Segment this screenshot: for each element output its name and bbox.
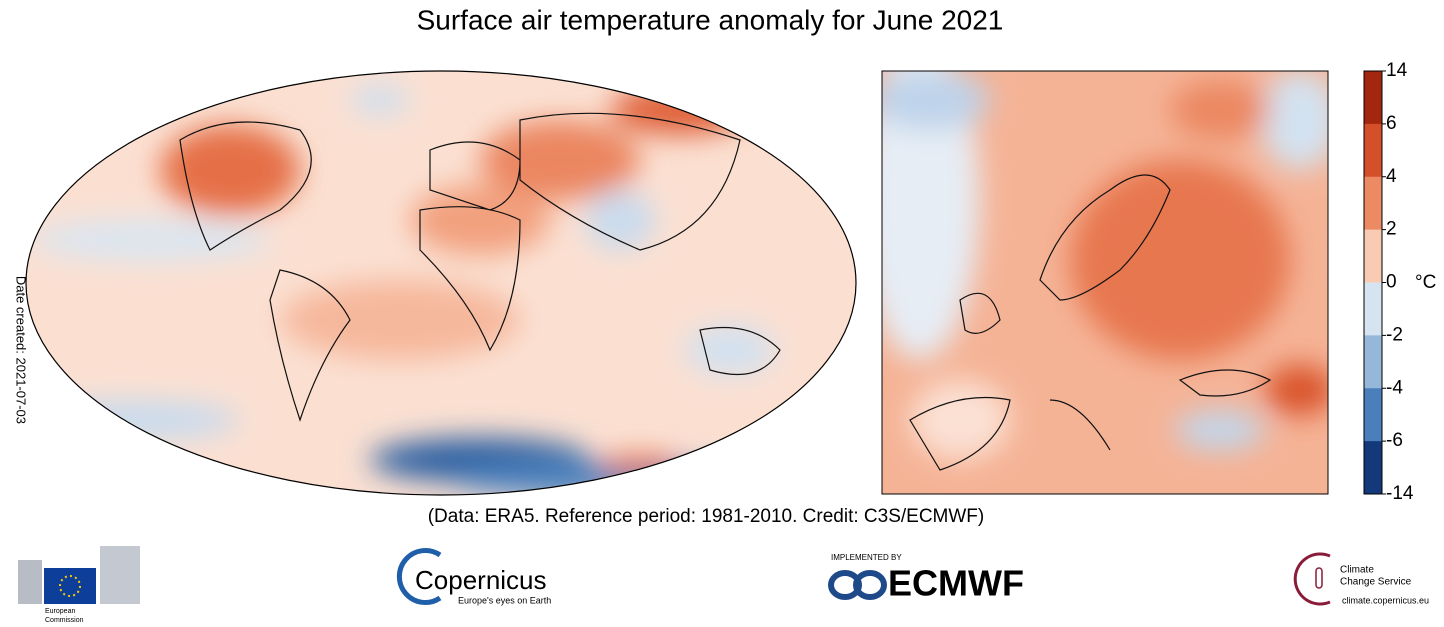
copernicus-text: Copernicus (415, 565, 547, 595)
date-created: Date created: 2021-07-03 (14, 276, 29, 424)
colorbar-segment (1364, 441, 1382, 495)
copernicus-logo: Copernicus Europe's eyes on Earth (396, 548, 551, 605)
c3s-text: Change Service (1340, 577, 1412, 588)
colorbar-tick-label: -2 (1386, 324, 1403, 345)
ecmwf-pre: IMPLEMENTED BY (831, 553, 902, 562)
colorbar-tick-label: -6 (1386, 430, 1403, 451)
colorbar-segment (1364, 123, 1382, 178)
colorbar-tick-label: 4 (1386, 166, 1397, 187)
copernicus-tagline: Europe's eyes on Earth (458, 595, 551, 605)
colorbar-segment (1364, 335, 1382, 389)
colorbar-segment (1364, 176, 1382, 231)
colorbar-tick-label: 2 (1386, 219, 1397, 240)
colorbar-segment (1364, 71, 1382, 125)
eu-text: Commission (45, 617, 84, 624)
colorbar-tick-label: 6 (1386, 113, 1397, 134)
credit: (Data: ERA5. Reference period: 1981-2010… (428, 506, 985, 527)
eu-text: European (45, 608, 75, 615)
c3s-logo: Climate Change Service climate.copernicu… (1293, 552, 1429, 606)
colorbar-unit: °C (1415, 272, 1436, 293)
europe-map (881, 70, 1329, 495)
colorbar-tick-label: 14 (1386, 60, 1408, 81)
colorbar-segment (1364, 229, 1382, 283)
title: Surface air temperature anomaly for June… (417, 4, 1004, 35)
colorbar-tick-label: 0 (1386, 272, 1397, 293)
ecmwf-logo: IMPLEMENTED BY ECMWF (828, 553, 1024, 604)
colorbar-tick-label: -4 (1386, 377, 1403, 398)
c3s-text: Climate (1340, 565, 1374, 576)
ecmwf-text: ECMWF (888, 563, 1024, 604)
world-map (25, 70, 857, 496)
c3s-url: climate.copernicus.eu (1342, 595, 1429, 605)
colorbar-segment (1364, 282, 1382, 336)
eu-logo: European Commission (18, 546, 140, 624)
colorbar: 14 6 4 2 0 -2 -4 -6 -14 (1363, 60, 1414, 504)
colorbar-tick-label: -14 (1386, 483, 1414, 504)
colorbar-segment (1364, 388, 1382, 442)
